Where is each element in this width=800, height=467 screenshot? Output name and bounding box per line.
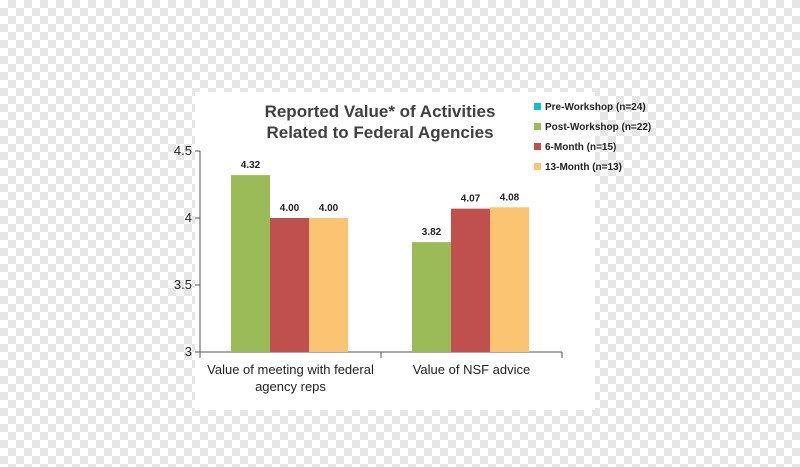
data-label: 4.00 [319, 203, 339, 214]
category-label: Value of NSF advice [413, 362, 531, 377]
data-label: 4.00 [280, 203, 300, 214]
y-tick-label: 3.5 [174, 277, 192, 292]
bar [309, 218, 348, 352]
data-label: 3.82 [422, 227, 442, 238]
bar [231, 175, 270, 352]
chart-title-line-1: Reported Value* of Activities [265, 102, 496, 121]
legend-entry: Post-Workshop (n=22) [545, 122, 651, 133]
y-tick-label: 4.5 [174, 143, 192, 158]
chart-title-line-2: Related to Federal Agencies [266, 123, 493, 142]
category-label: Value of meeting with federal [207, 362, 374, 377]
bar [270, 218, 309, 352]
legend-swatch [534, 123, 541, 130]
legend-swatch [534, 163, 541, 170]
legend: Pre-Workshop (n=24) Post-Workshop (n=22) 6… [534, 102, 651, 173]
plot-area: 3 3.5 4 4.5 4.32 4.00 4.00 Value of meeting wit… [174, 143, 563, 394]
bar [490, 207, 529, 352]
bar [412, 242, 451, 352]
y-tick-label: 4 [185, 210, 192, 225]
legend-entry: 13-Month (n=13) [545, 162, 622, 173]
data-label: 4.08 [500, 192, 520, 203]
data-label: 4.07 [461, 194, 481, 205]
legend-swatch [534, 143, 541, 150]
y-tick-label: 3 [185, 344, 192, 359]
legend-entry: 6-Month (n=15) [545, 142, 616, 153]
legend-entry: Pre-Workshop (n=24) [545, 102, 646, 113]
legend-swatch [534, 103, 541, 110]
data-label: 4.32 [241, 160, 261, 171]
category-label: agency reps [255, 379, 326, 394]
bar [451, 208, 490, 352]
